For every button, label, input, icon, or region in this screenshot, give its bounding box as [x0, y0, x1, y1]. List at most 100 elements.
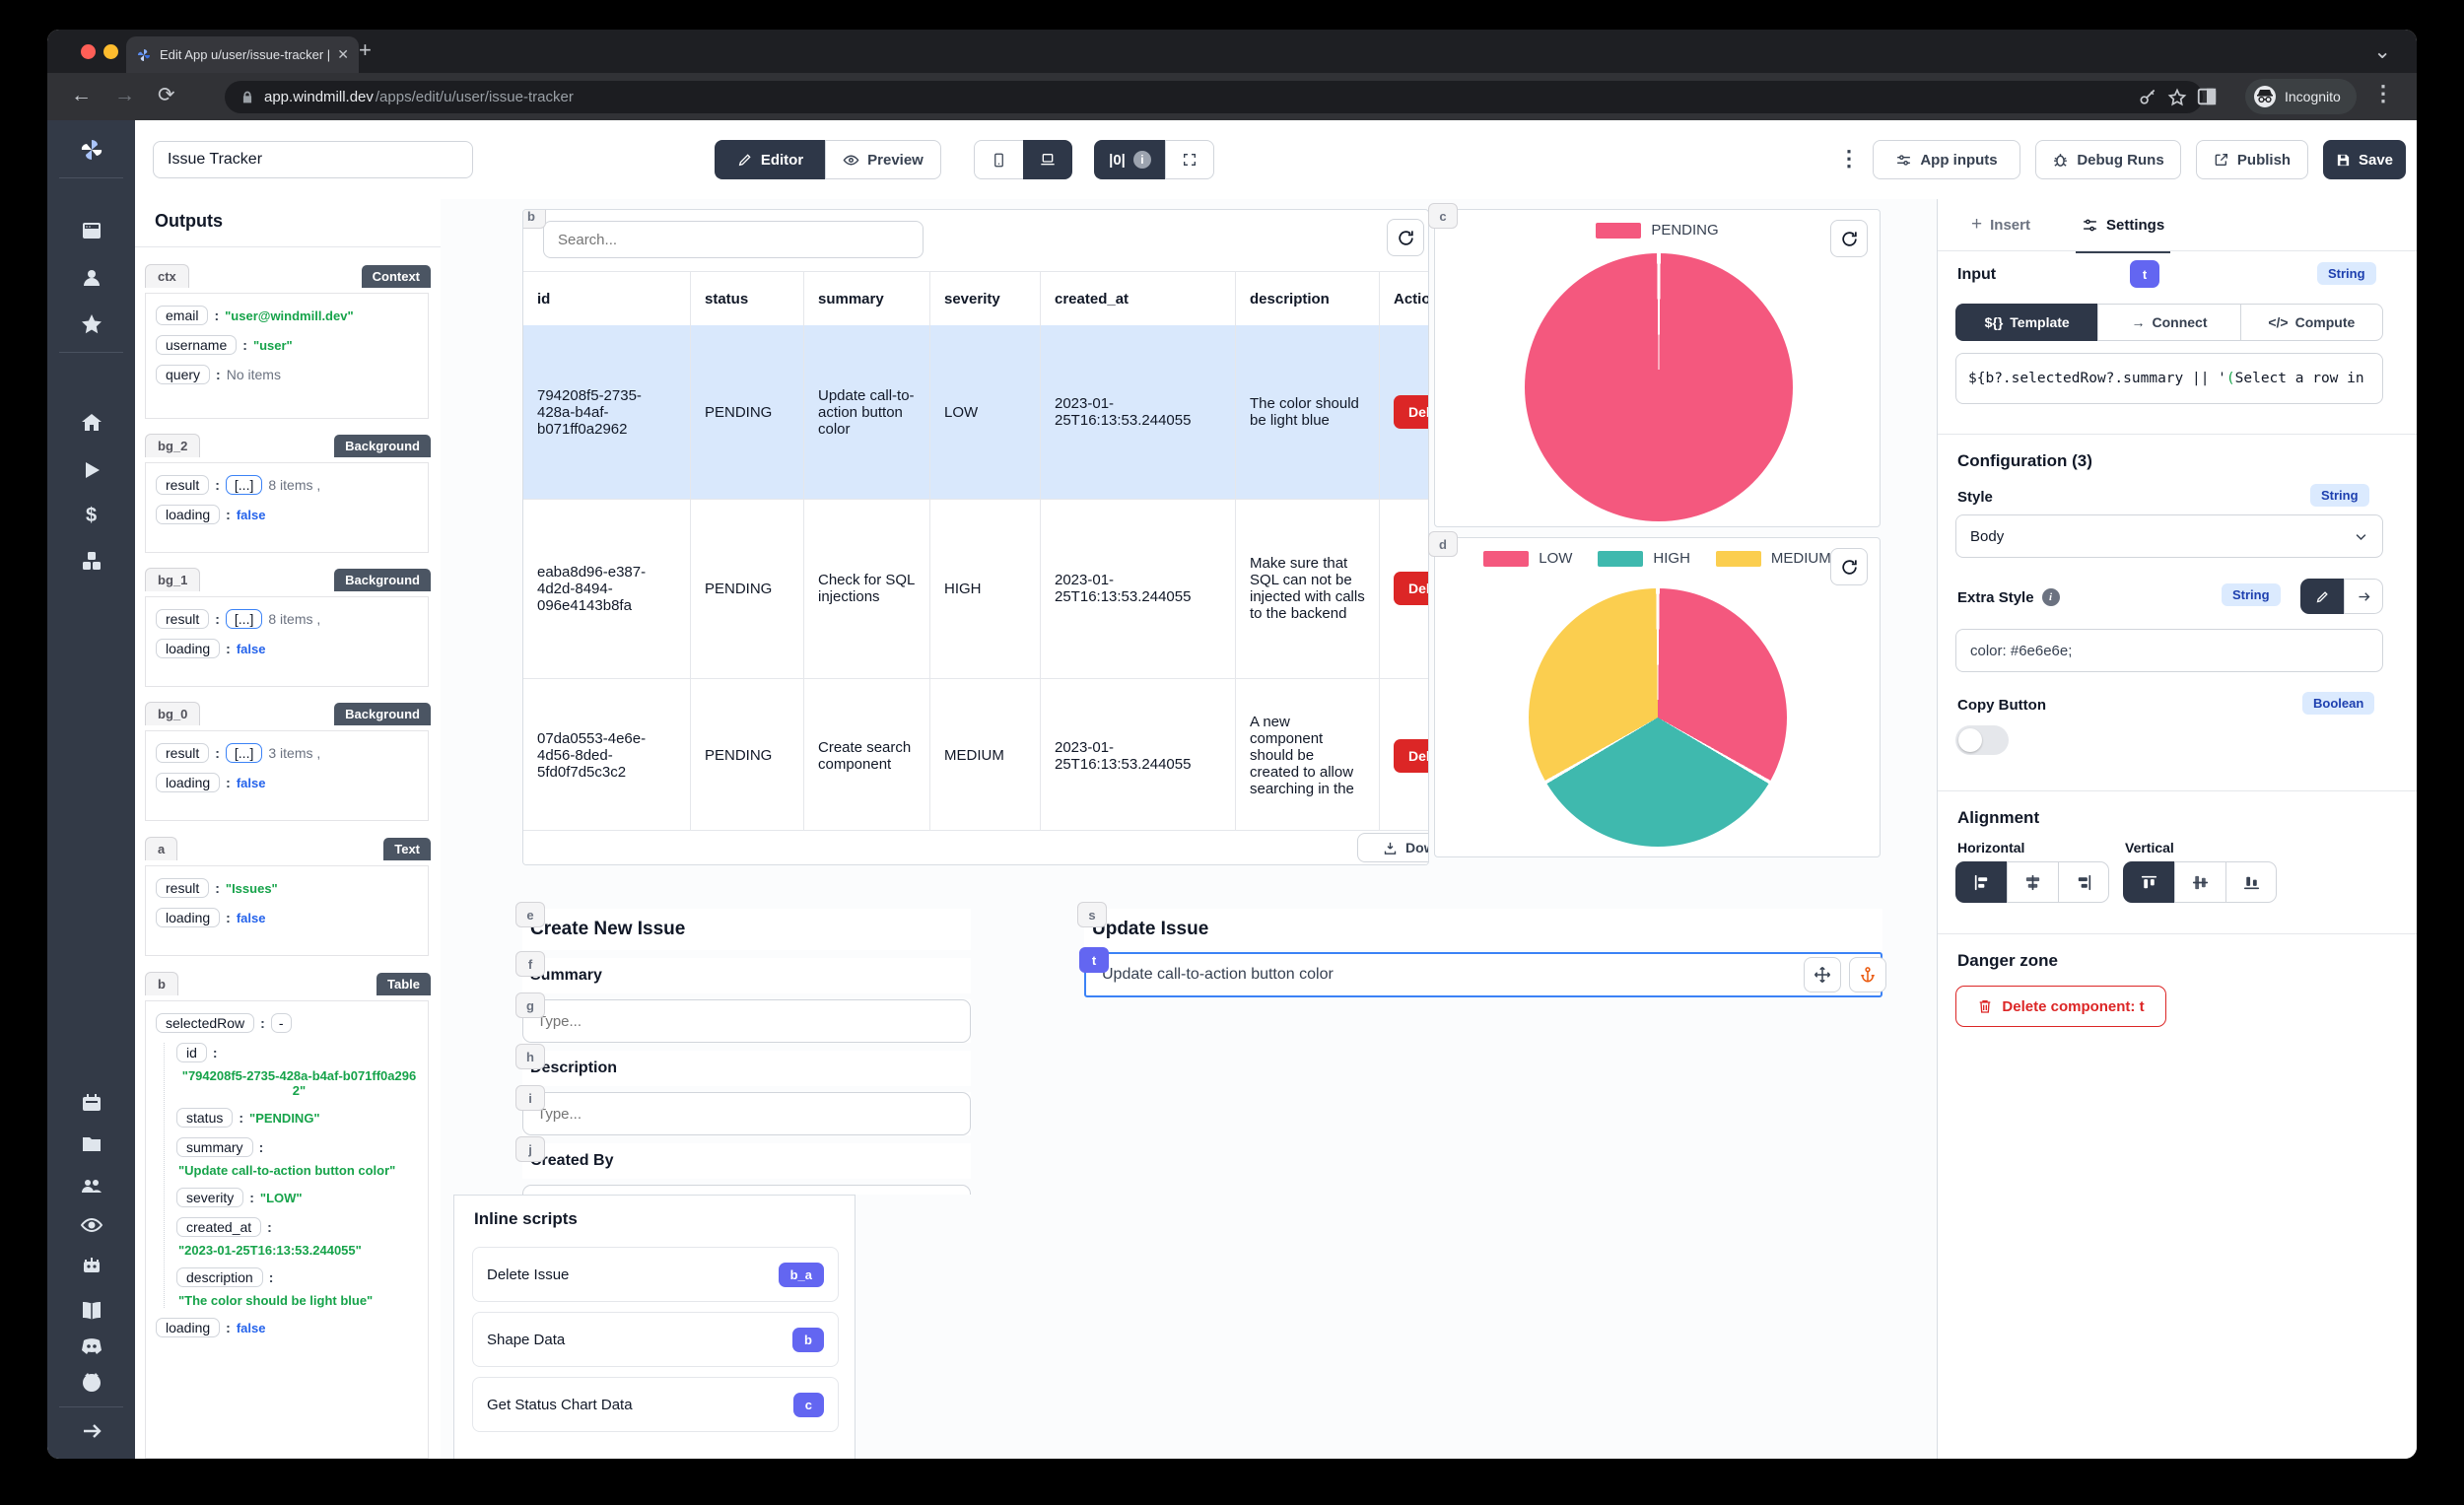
key-icon[interactable]: [2138, 88, 2157, 107]
output-key[interactable]: loading: [156, 639, 221, 658]
audit-eye-icon[interactable]: [80, 1213, 103, 1237]
summary-input-component[interactable]: g: [515, 992, 971, 1043]
delete-row-button[interactable]: Delete: [1394, 395, 1428, 429]
connect-arrow-button[interactable]: [2344, 579, 2383, 614]
docs-book-icon[interactable]: [80, 1299, 103, 1323]
output-key[interactable]: result: [156, 475, 210, 495]
chart-refresh-button[interactable]: [1830, 548, 1868, 585]
extra-style-input[interactable]: [1955, 629, 2383, 672]
tab-insert[interactable]: + Insert: [1971, 214, 2030, 235]
description-label-component[interactable]: h Description: [515, 1044, 971, 1086]
created-by-input-component[interactable]: [522, 1185, 971, 1195]
delete-row-button[interactable]: Delete: [1394, 572, 1428, 605]
browser-menu-icon[interactable]: ⋮: [2372, 81, 2395, 105]
folders-icon[interactable]: [80, 1132, 103, 1156]
description-input-component[interactable]: i: [515, 1085, 971, 1135]
width-marker-button[interactable]: |0| i: [1094, 140, 1165, 179]
expand-array-pill[interactable]: [...]: [225, 475, 263, 495]
align-bottom-button[interactable]: [2225, 861, 2277, 903]
discord-icon[interactable]: [80, 1334, 103, 1358]
align-center-horizontal-button[interactable]: [2007, 861, 2058, 903]
apps-icon[interactable]: [80, 219, 103, 242]
table-component[interactable]: b id status summary severity created_at …: [522, 209, 1429, 865]
anchor-button[interactable]: [1849, 957, 1886, 992]
minimize-window-button[interactable]: [103, 44, 118, 59]
debug-runs-button[interactable]: Debug Runs: [2035, 140, 2181, 179]
desktop-view-button[interactable]: [1023, 140, 1072, 179]
resources-cubes-icon[interactable]: [80, 549, 103, 573]
home-icon[interactable]: [80, 411, 103, 435]
reload-icon[interactable]: ⟳: [158, 84, 175, 106]
back-icon[interactable]: ←: [71, 84, 92, 106]
split-view-icon[interactable]: [2196, 86, 2218, 107]
app-name-input[interactable]: [153, 141, 473, 178]
new-tab-button[interactable]: +: [359, 37, 372, 62]
align-left-button[interactable]: [1955, 861, 2007, 903]
update-issue-heading-component[interactable]: s Update Issue: [1077, 902, 1882, 950]
publish-button[interactable]: Publish: [2196, 140, 2308, 179]
collapse-arrow-icon[interactable]: [80, 1419, 103, 1443]
output-key[interactable]: description: [176, 1267, 263, 1287]
output-key[interactable]: loading: [156, 773, 221, 792]
table-search-input[interactable]: [543, 221, 924, 258]
move-handle-button[interactable]: [1804, 957, 1841, 992]
column-header[interactable]: Actions: [1380, 272, 1428, 325]
github-icon[interactable]: [80, 1370, 103, 1394]
table-row[interactable]: eaba8d96-e387-4d2d-8494-096e4143b8fa PEN…: [523, 499, 1428, 679]
mobile-view-button[interactable]: [974, 140, 1023, 179]
column-header[interactable]: id: [523, 272, 691, 325]
favorites-star-icon[interactable]: [80, 312, 103, 336]
description-input[interactable]: [522, 1092, 971, 1135]
expand-array-pill[interactable]: [...]: [225, 743, 263, 763]
fullscreen-button[interactable]: [1165, 140, 1214, 179]
output-key[interactable]: loading: [156, 505, 221, 524]
tab-search-chevron-icon[interactable]: ⌄: [2373, 40, 2391, 63]
output-node-id[interactable]: a: [145, 837, 178, 860]
download-button[interactable]: Download: [1357, 833, 1428, 862]
edit-mode-button[interactable]: [2300, 579, 2344, 614]
inline-script-item[interactable]: Shape Data b: [472, 1312, 839, 1367]
status-pie-chart-component[interactable]: c PENDING: [1428, 203, 1881, 527]
output-key[interactable]: id: [176, 1043, 207, 1062]
output-key[interactable]: username: [156, 335, 238, 355]
output-value[interactable]: -: [270, 1013, 292, 1033]
windmill-logo-icon[interactable]: [80, 138, 103, 162]
app-inputs-button[interactable]: App inputs: [1873, 140, 2020, 179]
forward-icon[interactable]: →: [114, 84, 135, 106]
inline-script-item[interactable]: Delete Issue b_a: [472, 1247, 839, 1302]
output-key[interactable]: created_at: [176, 1217, 262, 1237]
legend-item[interactable]: LOW: [1483, 550, 1572, 567]
output-key[interactable]: loading: [156, 908, 221, 927]
legend-item[interactable]: MEDIUM: [1715, 550, 1831, 567]
close-window-button[interactable]: [81, 44, 96, 59]
create-issue-heading-component[interactable]: e Create New Issue: [515, 902, 971, 950]
connect-mode-button[interactable]: → Connect: [2097, 304, 2240, 341]
browser-tab[interactable]: Edit App u/user/issue-tracker | ✕: [126, 36, 359, 73]
template-expression-input[interactable]: ${b?.selectedRow?.summary || '(Select a …: [1955, 353, 2383, 404]
table-row[interactable]: 07da0553-4e6e-4d56-8ded-5fd0f7d5c3c2 PEN…: [523, 678, 1428, 833]
user-icon[interactable]: [80, 266, 103, 290]
legend-item[interactable]: HIGH: [1598, 550, 1690, 567]
copy-button-toggle[interactable]: [1955, 725, 2009, 755]
output-key[interactable]: status: [176, 1108, 234, 1128]
compute-mode-button[interactable]: </> Compute: [2239, 304, 2383, 341]
column-header[interactable]: severity: [930, 272, 1041, 325]
column-header[interactable]: status: [691, 272, 804, 325]
groups-icon[interactable]: [80, 1174, 103, 1197]
column-header[interactable]: summary: [804, 272, 930, 325]
editor-button[interactable]: Editor: [715, 140, 825, 179]
schedules-icon[interactable]: [80, 1091, 103, 1115]
output-node-id[interactable]: bg_1: [145, 568, 201, 591]
template-mode-button[interactable]: ${} Template: [1955, 304, 2098, 341]
output-node-id[interactable]: ctx: [145, 264, 189, 288]
output-key[interactable]: result: [156, 609, 210, 629]
severity-pie-chart-component[interactable]: d LOW HIGH MEDIUM: [1428, 531, 1881, 857]
runs-play-icon[interactable]: [80, 458, 103, 482]
bookmark-star-icon[interactable]: [2167, 88, 2187, 107]
output-node-id[interactable]: bg_2: [145, 434, 201, 457]
align-right-button[interactable]: [2058, 861, 2109, 903]
table-row[interactable]: 794208f5-2735-428a-b4af-b071ff0a2962 PEN…: [523, 325, 1428, 500]
address-bar[interactable]: app.windmill.dev/apps/edit/u/user/issue-…: [225, 81, 2203, 113]
output-node-id[interactable]: b: [145, 972, 178, 995]
summary-label-component[interactable]: f Summary: [515, 951, 971, 993]
